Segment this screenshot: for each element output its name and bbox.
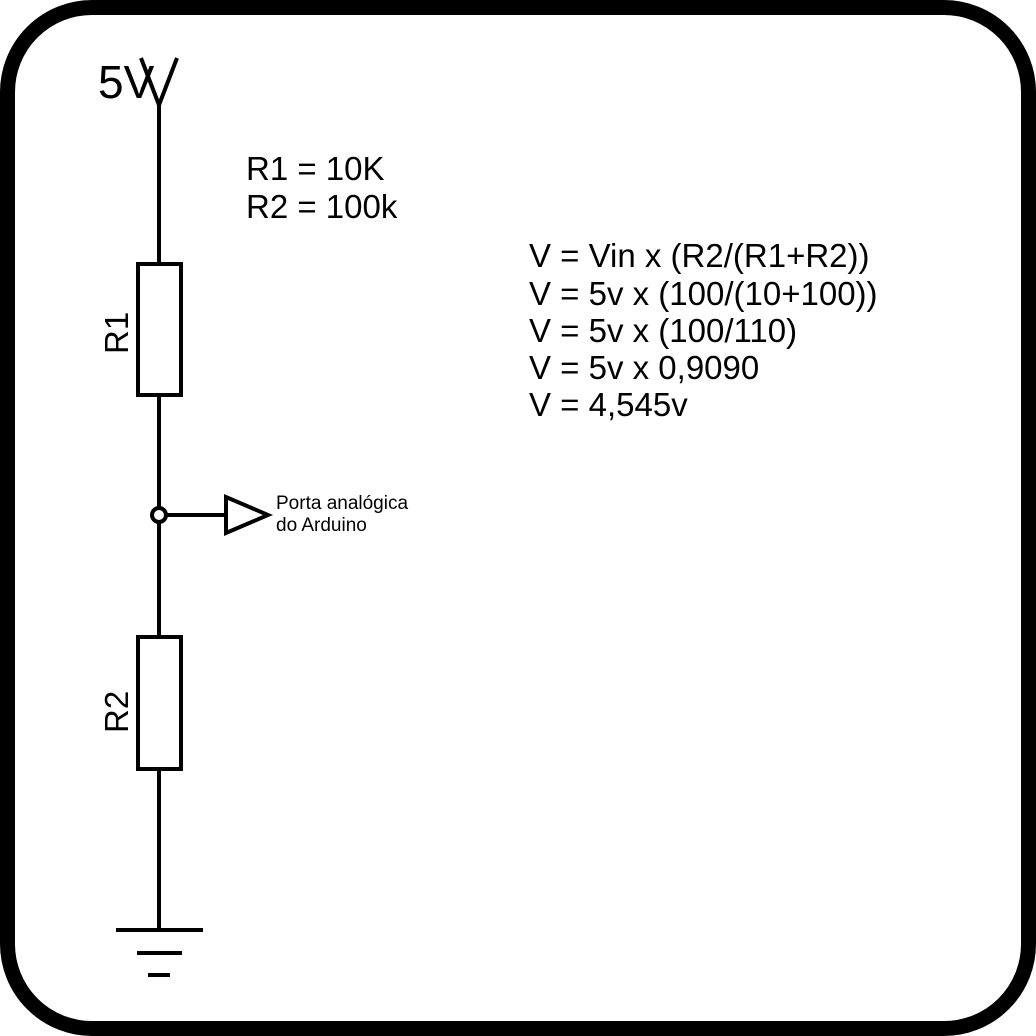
equation-line-5: V = 4,545v [529, 386, 688, 423]
supply-label: 5V [98, 56, 155, 108]
equation-line-2: V = 5v x (100/(10+100)) [529, 275, 878, 312]
ground-icon [116, 928, 203, 977]
r2-value: R2 = 100k [246, 188, 398, 225]
output-label-line2: do Arduino [276, 515, 367, 536]
equation-line-4: V = 5v x 0,9090 [529, 349, 759, 386]
r2-label: R2 [98, 691, 135, 733]
r1-value: R1 = 10K [246, 150, 385, 187]
r1-label: R1 [98, 312, 135, 354]
junction-node [150, 506, 168, 524]
output-arrow-icon [224, 493, 274, 537]
equation-line-3: V = 5v x (100/110) [529, 312, 797, 349]
resistor-r2 [136, 635, 183, 771]
resistor-r1 [136, 262, 183, 397]
output-label-line1: Porta analógica [276, 493, 408, 514]
equation-line-1: V = Vin x (R2/(R1+R2)) [529, 237, 870, 274]
supply-arrow-icon [139, 57, 179, 106]
